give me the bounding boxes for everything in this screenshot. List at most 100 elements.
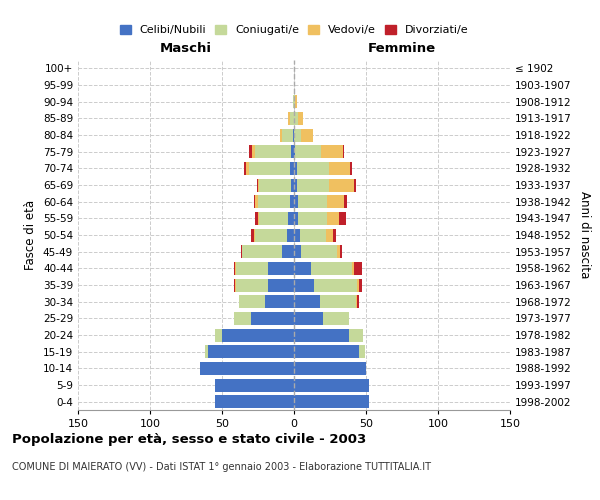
Bar bbox=[294, 112, 298, 125]
Bar bbox=[355, 262, 362, 275]
Bar bbox=[244, 162, 247, 175]
Bar bbox=[294, 295, 320, 308]
Bar bbox=[290, 162, 294, 175]
Y-axis label: Fasce di età: Fasce di età bbox=[25, 200, 37, 270]
Bar bbox=[294, 145, 295, 158]
Bar bbox=[355, 178, 356, 192]
Bar bbox=[258, 212, 259, 225]
Bar bbox=[298, 195, 327, 208]
Bar bbox=[301, 128, 313, 141]
Bar bbox=[283, 245, 294, 258]
Bar bbox=[200, 362, 294, 375]
Text: Femmine: Femmine bbox=[368, 42, 436, 55]
Bar bbox=[358, 278, 359, 291]
Bar bbox=[338, 212, 346, 225]
Bar bbox=[322, 145, 343, 158]
Bar bbox=[257, 178, 258, 192]
Bar bbox=[294, 228, 300, 241]
Bar bbox=[294, 128, 301, 141]
Bar bbox=[294, 312, 323, 325]
Bar bbox=[205, 345, 208, 358]
Bar bbox=[215, 395, 294, 408]
Bar bbox=[359, 345, 365, 358]
Bar bbox=[294, 345, 359, 358]
Bar bbox=[250, 162, 290, 175]
Bar bbox=[235, 278, 236, 291]
Bar bbox=[294, 362, 366, 375]
Bar bbox=[293, 95, 294, 108]
Bar bbox=[247, 162, 250, 175]
Bar bbox=[215, 328, 222, 342]
Bar bbox=[329, 178, 355, 192]
Bar bbox=[294, 262, 311, 275]
Bar bbox=[233, 312, 251, 325]
Bar bbox=[298, 112, 302, 125]
Bar bbox=[333, 228, 336, 241]
Bar bbox=[236, 278, 268, 291]
Bar bbox=[320, 295, 356, 308]
Bar bbox=[358, 295, 359, 308]
Bar bbox=[251, 312, 294, 325]
Bar bbox=[294, 178, 297, 192]
Bar bbox=[352, 262, 355, 275]
Bar bbox=[343, 145, 344, 158]
Bar bbox=[255, 212, 258, 225]
Bar bbox=[258, 178, 259, 192]
Bar bbox=[236, 262, 268, 275]
Bar bbox=[297, 162, 329, 175]
Bar bbox=[235, 262, 236, 275]
Bar bbox=[241, 245, 242, 258]
Bar bbox=[295, 145, 322, 158]
Legend: Celibi/Nubili, Coniugati/e, Vedovi/e, Divorziati/e: Celibi/Nubili, Coniugati/e, Vedovi/e, Di… bbox=[115, 20, 473, 40]
Bar bbox=[344, 195, 347, 208]
Bar bbox=[268, 278, 294, 291]
Bar bbox=[291, 145, 294, 158]
Bar bbox=[294, 328, 349, 342]
Bar bbox=[255, 145, 291, 158]
Bar bbox=[268, 262, 294, 275]
Bar bbox=[349, 328, 363, 342]
Bar bbox=[327, 195, 344, 208]
Bar bbox=[255, 228, 287, 241]
Bar bbox=[323, 312, 349, 325]
Bar bbox=[298, 212, 327, 225]
Bar bbox=[290, 112, 294, 125]
Bar bbox=[288, 212, 294, 225]
Bar bbox=[287, 228, 294, 241]
Y-axis label: Anni di nascita: Anni di nascita bbox=[578, 192, 591, 278]
Bar bbox=[242, 245, 283, 258]
Bar bbox=[208, 345, 294, 358]
Text: COMUNE DI MAIERATO (VV) - Dati ISTAT 1° gennaio 2003 - Elaborazione TUTTITALIA.I: COMUNE DI MAIERATO (VV) - Dati ISTAT 1° … bbox=[12, 462, 431, 472]
Bar bbox=[356, 295, 358, 308]
Bar bbox=[301, 245, 337, 258]
Bar bbox=[300, 228, 326, 241]
Bar bbox=[326, 228, 333, 241]
Bar bbox=[233, 278, 235, 291]
Bar bbox=[294, 162, 297, 175]
Bar bbox=[258, 195, 290, 208]
Bar bbox=[294, 395, 369, 408]
Bar bbox=[294, 195, 298, 208]
Bar bbox=[233, 262, 235, 275]
Bar bbox=[259, 212, 288, 225]
Bar bbox=[259, 178, 291, 192]
Bar bbox=[295, 95, 297, 108]
Bar bbox=[359, 278, 362, 291]
Bar bbox=[254, 228, 255, 241]
Bar bbox=[311, 262, 352, 275]
Bar bbox=[222, 328, 294, 342]
Bar bbox=[239, 295, 265, 308]
Bar bbox=[254, 195, 255, 208]
Bar bbox=[283, 128, 293, 141]
Bar bbox=[314, 278, 358, 291]
Bar bbox=[297, 178, 329, 192]
Bar bbox=[293, 128, 294, 141]
Bar bbox=[291, 178, 294, 192]
Bar bbox=[340, 245, 341, 258]
Bar bbox=[280, 128, 283, 141]
Bar bbox=[288, 112, 290, 125]
Bar bbox=[294, 212, 298, 225]
Bar bbox=[294, 245, 301, 258]
Bar bbox=[327, 212, 338, 225]
Bar bbox=[250, 145, 252, 158]
